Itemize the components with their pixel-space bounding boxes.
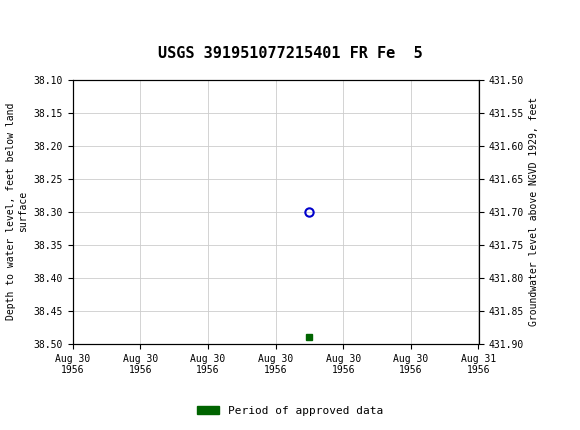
- Y-axis label: Groundwater level above NGVD 1929, feet: Groundwater level above NGVD 1929, feet: [529, 97, 539, 326]
- Legend: Period of approved data: Period of approved data: [193, 401, 387, 420]
- Text: USGS 391951077215401 FR Fe  5: USGS 391951077215401 FR Fe 5: [158, 46, 422, 61]
- Text: ≈USGS: ≈USGS: [9, 10, 63, 28]
- Y-axis label: Depth to water level, feet below land
surface: Depth to water level, feet below land su…: [6, 103, 28, 320]
